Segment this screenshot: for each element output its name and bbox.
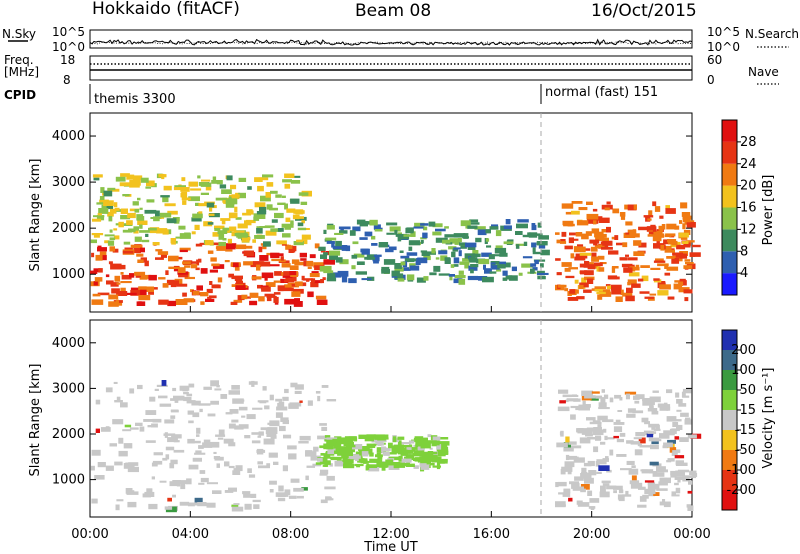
nsky-trace (89, 38, 693, 46)
colorbar-swatch-4 (722, 410, 737, 430)
colorbar-swatch-5 (722, 390, 737, 410)
colorbar-swatch-0 (722, 273, 737, 295)
colorbar-tick-label-4: -15 (735, 423, 756, 438)
x-tick-label-4: 16:00 (473, 527, 510, 542)
colorbar-swatch-3 (722, 430, 737, 450)
nsearch-line (89, 41, 693, 45)
date-title: 16/Oct/2015 (591, 1, 697, 21)
cpid-label: CPID (4, 88, 36, 102)
freq-label: Freq. (4, 53, 34, 67)
data-region-0 (90, 380, 337, 513)
colorbar-swatch-1 (722, 470, 737, 490)
x-tick-label-0: 00:00 (71, 527, 108, 542)
data-region-1 (315, 434, 450, 472)
colorbar-swatch-7 (722, 350, 737, 370)
velocity-colorbar: 200 100 50 15 -15 -50 -100 -200 (721, 329, 756, 511)
freq-unit-label: [MHz] (4, 65, 39, 79)
power-ylabel: Slant Range [km] (28, 159, 43, 272)
colorbar-swatch-4 (722, 185, 737, 208)
cpid-mode-1: themis 3300 (94, 92, 176, 107)
colorbar-swatch-2 (722, 450, 737, 470)
colorbar-tick-label-1: 100 (731, 363, 756, 378)
power-colorbar-label: Power [dB] (761, 175, 776, 246)
nave-label: Nave (748, 65, 779, 79)
y-tick-label-2000: 2000 (52, 221, 85, 236)
nsearch-tick-bottom: 10^0 (707, 40, 740, 54)
y-tick-label-4000: 4000 (52, 129, 85, 144)
colorbar-tick-label-1: 8 (740, 244, 748, 259)
data-region-2 (555, 388, 702, 511)
power-colorbar: 4 8 12 16 20 24 28 (721, 119, 757, 296)
freq-tick-bottom: 8 (63, 73, 71, 87)
velocity-ylabel: Slant Range [km] (28, 364, 43, 477)
power-data-layer (90, 173, 701, 307)
colorbar-tick-label-0: 200 (731, 343, 756, 358)
beam-title: Beam 08 (355, 1, 431, 21)
velocity-data-layer (90, 380, 702, 513)
colorbar-swatch-7 (722, 120, 737, 142)
nsky-label: N.Sky (2, 27, 36, 41)
colorbar-tick-label-3: 16 (740, 201, 757, 216)
time-axis-label: Time UT (363, 540, 417, 554)
nave-tick-top: 60 (707, 53, 722, 67)
nsky-tick-top: 10^5 (52, 25, 85, 39)
colorbar-swatch-6 (722, 370, 737, 390)
y-tick-label-3000: 3000 (52, 175, 85, 190)
x-tick-label-2: 08:00 (272, 527, 309, 542)
cpid-mode-2: normal (fast) 151 (545, 85, 658, 100)
colorbar-swatch-5 (722, 163, 737, 186)
y-tick-label-3000: 3000 (52, 381, 85, 396)
nsky-line (89, 38, 693, 46)
colorbar-tick-label-2: 12 (740, 222, 757, 237)
data-region-1 (90, 173, 312, 247)
colorbar-swatch-0 (722, 490, 737, 510)
y-tick-label-4000: 4000 (52, 336, 85, 351)
colorbar-frame (721, 329, 738, 511)
colorbar-tick-label-2: 50 (739, 383, 756, 398)
colorbar-tick-label-6: -100 (726, 463, 756, 478)
freq-panel-frame (89, 55, 693, 81)
colorbar-swatch-8 (722, 330, 737, 350)
y-tick-label-1000: 1000 (52, 473, 85, 488)
power-axes: 1000 2000 3000 4000 (52, 129, 692, 282)
x-tick-label-5: 20:00 (573, 527, 610, 542)
x-tick-label-3: 12:00 (372, 527, 409, 542)
velocity-axes: 1000 2000 3000 4000 (52, 336, 692, 488)
nsky-tick-bottom: 10^0 (52, 40, 85, 54)
nsky-panel-frame (89, 29, 693, 49)
colorbar-swatch-2 (722, 229, 737, 252)
colorbar-tick-label-4: 20 (740, 179, 757, 194)
x-tick-label-6: 00:00 (673, 527, 710, 542)
x-tick-label-1: 04:00 (172, 527, 209, 542)
y-tick-label-1000: 1000 (52, 267, 85, 282)
nsearch-tick-top: 10^5 (707, 25, 740, 39)
velocity-colorbar-label: Velocity [m s⁻¹] (761, 368, 776, 469)
colorbar-tick-label-0: 4 (740, 266, 748, 281)
colorbar-tick-label-5: -50 (735, 443, 756, 458)
data-region-2 (318, 219, 550, 285)
freq-tick-top: 18 (60, 53, 75, 67)
data-region-0 (90, 242, 335, 307)
colorbar-swatch-3 (722, 207, 737, 230)
time-axis-ticks: 00:00 04:00 08:00 12:00 16:00 20:00 00:00 (71, 306, 711, 542)
colorbar-tick-label-6: 28 (740, 135, 757, 150)
colorbar-swatch-6 (722, 141, 737, 164)
data-region-3 (555, 201, 701, 302)
nave-tick-bottom: 0 (707, 73, 715, 87)
colorbar-swatch-1 (722, 251, 737, 274)
y-tick-label-2000: 2000 (52, 427, 85, 442)
colorbar-tick-label-7: -200 (726, 483, 756, 498)
colorbar-tick-label-5: 24 (740, 157, 757, 172)
nsearch-label: N.Search (745, 27, 799, 41)
station-title: Hokkaido (fitACF) (92, 0, 240, 19)
colorbar-tick-label-3: 15 (739, 403, 756, 418)
